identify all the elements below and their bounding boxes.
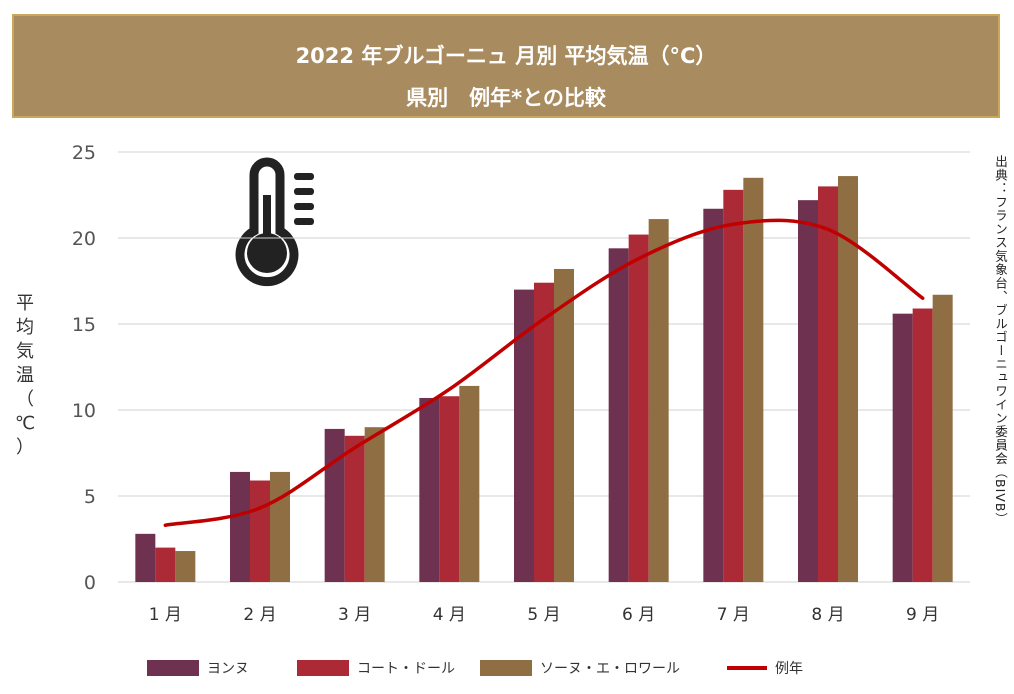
x-tick-label: 1 月: [149, 605, 182, 625]
bar: [419, 397, 440, 582]
y-tick-label: 0: [84, 572, 96, 594]
x-tick-label: 5 月: [527, 605, 560, 625]
bar: [798, 200, 818, 582]
bar: [818, 186, 838, 582]
legend-item-yonne: ヨンヌ: [147, 656, 249, 680]
bar: [230, 471, 250, 582]
legend-label-cote-dor: コート・ドール: [357, 661, 455, 677]
x-tick-label: 4 月: [433, 605, 466, 625]
y-axis-label-char: ℃: [14, 413, 36, 434]
y-axis-label-char: （: [16, 389, 34, 410]
bar: [648, 219, 669, 582]
bar: [838, 176, 858, 582]
bar: [459, 385, 480, 582]
y-axis-label-char: 温: [16, 365, 34, 386]
bar: [514, 289, 534, 582]
chart-title-banner: 2022 年ブルゴーニュ 月別 平均気温（°C） 県別 例年*との比較: [12, 14, 1000, 118]
legend-label-normal: 例年: [775, 661, 803, 677]
bar: [270, 471, 290, 582]
y-tick-label: 25: [72, 142, 96, 164]
y-tick-label: 15: [72, 314, 96, 336]
x-tick-label: 2 月: [243, 605, 276, 625]
bar: [723, 189, 744, 582]
bar: [628, 234, 649, 582]
y-axis-label: 平 均 気 温 （ ℃ ）: [10, 292, 40, 460]
legend-swatch-saone-et-loire: [480, 660, 532, 676]
y-tick-label: 5: [84, 486, 96, 508]
bar: [892, 313, 913, 582]
x-tick-label: 6 月: [622, 605, 655, 625]
y-axis-label-char: 均: [16, 317, 34, 338]
bar: [439, 396, 460, 582]
legend-line-normal: [727, 666, 767, 670]
bar: [608, 248, 629, 582]
bar: [175, 551, 196, 582]
normal-temperature-line: [163, 218, 925, 527]
bar: [250, 480, 270, 582]
bar: [743, 177, 764, 583]
legend-item-normal: 例年: [727, 656, 803, 680]
legend-item-cote-dor: コート・ドール: [297, 656, 455, 680]
y-axis-label-char: 気: [16, 341, 34, 362]
chart-title-line2: 県別 例年*との比較: [406, 86, 606, 110]
y-axis-label-char: ）: [16, 437, 34, 458]
bar: [912, 308, 933, 582]
bar: [324, 428, 345, 582]
y-tick-label: 20: [72, 228, 96, 250]
bar: [155, 547, 176, 582]
bar: [703, 208, 724, 582]
x-tick-label: 9 月: [906, 605, 939, 625]
y-tick-label: 10: [72, 400, 96, 422]
legend-label-saone-et-loire: ソーヌ・エ・ロワール: [540, 661, 680, 677]
bar: [364, 427, 385, 582]
thermometer-icon: [212, 155, 340, 289]
bar: [344, 435, 365, 582]
y-axis-label-char: 平: [16, 293, 34, 314]
bar: [534, 282, 554, 582]
bar: [554, 268, 574, 582]
legend-item-saone-et-loire: ソーヌ・エ・ロワール: [480, 656, 680, 680]
legend-label-yonne: ヨンヌ: [207, 661, 249, 677]
chart-title-line1: 2022 年ブルゴーニュ 月別 平均気温（°C）: [295, 44, 717, 68]
x-tick-label: 3 月: [338, 605, 371, 625]
bar: [932, 294, 953, 582]
x-tick-label: 7 月: [717, 605, 750, 625]
bar: [135, 533, 156, 582]
legend: ヨンヌ コート・ドール ソーヌ・エ・ロワール 例年: [0, 656, 1014, 680]
legend-swatch-cote-dor: [297, 660, 349, 676]
legend-swatch-yonne: [147, 660, 199, 676]
source-note: 出典：フランス気象台、ブルゴーニュワイン委員会（BIVB）: [993, 155, 1008, 526]
x-tick-label: 8 月: [811, 605, 844, 625]
